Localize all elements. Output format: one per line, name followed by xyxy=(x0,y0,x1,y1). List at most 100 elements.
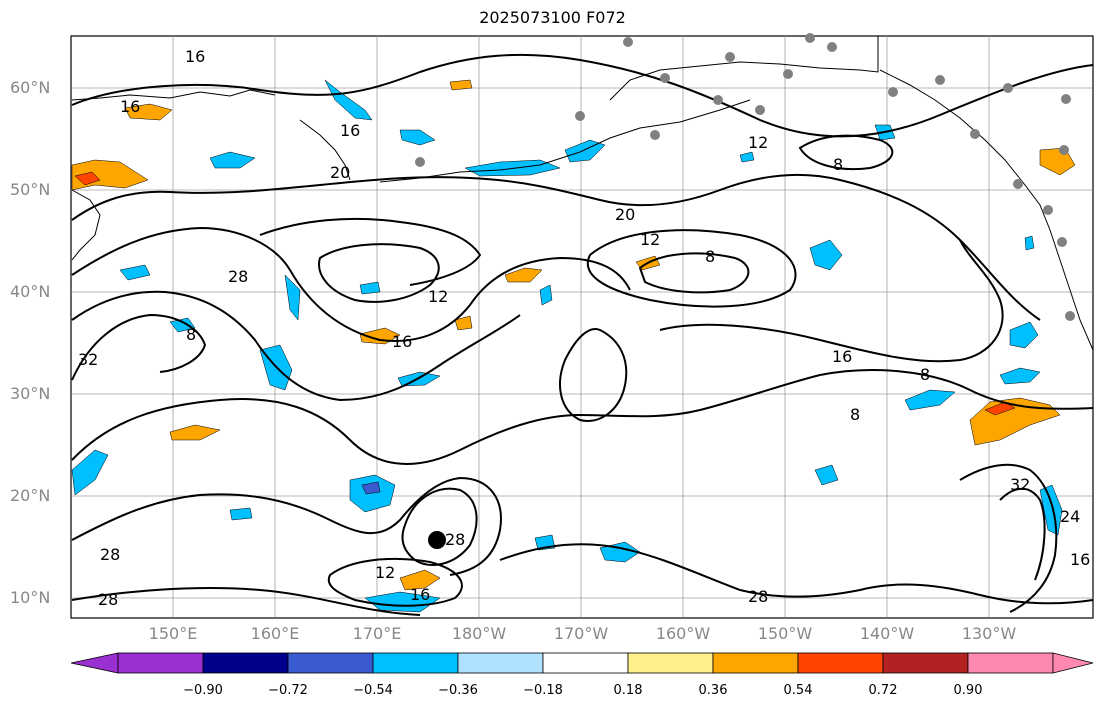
station-marker xyxy=(1043,205,1053,215)
contour-lines xyxy=(71,53,1094,616)
shade-blue-patch xyxy=(229,507,253,521)
colorbar-bin xyxy=(117,652,204,674)
colorbar-tick-label: −0.18 xyxy=(523,683,563,698)
shade-blue-patch xyxy=(999,367,1041,385)
contour-label: 16 xyxy=(185,47,205,66)
shade-blue-patch xyxy=(169,317,196,333)
shade-orange-patch xyxy=(454,315,473,331)
coastline-asia xyxy=(71,89,276,261)
contour-label: 16 xyxy=(832,347,852,366)
shade-blue-patch xyxy=(209,151,256,169)
shade-blue-patch xyxy=(349,474,396,513)
colorbar-bin xyxy=(882,652,969,674)
shade-red-patch xyxy=(74,171,101,186)
plot-frame xyxy=(70,35,1094,619)
colorbar xyxy=(70,652,1094,674)
shade-blue-patch xyxy=(739,151,755,163)
contour-label: 28 xyxy=(445,530,465,549)
station-marker xyxy=(660,73,670,83)
shade-red-patch xyxy=(984,401,1016,416)
shade-blue-patch xyxy=(814,464,839,486)
contour-line xyxy=(71,173,1041,321)
contour-line xyxy=(559,328,628,422)
colorbar-tick-label: 0.54 xyxy=(783,683,813,698)
colorbar-bin xyxy=(797,652,884,674)
colorbar-bin xyxy=(712,652,799,674)
station-marker xyxy=(623,37,633,47)
contour-label: 12 xyxy=(640,230,660,249)
coastline-aleutians xyxy=(379,99,751,183)
station-marker xyxy=(888,87,898,97)
lon-label: 180°W xyxy=(451,624,507,643)
contour-label: 20 xyxy=(615,205,635,224)
lat-label: 50°N xyxy=(10,180,51,199)
colorbar-bin xyxy=(627,652,714,674)
shade-blue-patch xyxy=(399,129,436,146)
lon-label: 150°E xyxy=(148,624,198,643)
contour-line xyxy=(638,252,750,294)
lon-label: 160°E xyxy=(250,624,300,643)
station-marker xyxy=(805,33,815,43)
shade-blue-patch xyxy=(809,239,843,271)
contour-label: 8 xyxy=(186,325,196,344)
station-markers xyxy=(415,33,1075,321)
contour-line xyxy=(401,487,478,566)
contour-line xyxy=(318,243,440,303)
lon-label: 160°W xyxy=(655,624,711,643)
station-marker xyxy=(650,130,660,140)
colorbar-bin xyxy=(457,652,544,674)
colorbar-bin xyxy=(372,652,459,674)
contour-line xyxy=(71,226,631,342)
shade-blue-patch xyxy=(904,389,956,411)
contour-label: 28 xyxy=(98,590,118,609)
shade-orange-patch xyxy=(449,79,473,91)
contour-label: 28 xyxy=(228,267,248,286)
station-marker xyxy=(1059,145,1069,155)
station-marker xyxy=(783,69,793,79)
shade-blue-patch xyxy=(1009,321,1039,349)
contour-label: 16 xyxy=(410,585,430,604)
lat-label: 30°N xyxy=(10,384,51,403)
contour-line xyxy=(259,217,482,286)
contour-label: 20 xyxy=(330,163,350,182)
contour-label: 28 xyxy=(100,545,120,564)
shade-blue-patch xyxy=(1039,484,1063,536)
colorbar-tick-label: 0.18 xyxy=(613,683,643,698)
contour-line xyxy=(659,239,1004,363)
station-marker xyxy=(827,42,837,52)
station-marker xyxy=(575,111,585,121)
contour-label: 16 xyxy=(392,332,412,351)
colorbar-tick-label: −0.90 xyxy=(183,683,223,698)
contour-label: 16 xyxy=(340,121,360,140)
station-marker xyxy=(1065,311,1075,321)
contour-line xyxy=(71,369,1094,465)
station-marker xyxy=(1057,237,1067,247)
shade-blue-patch xyxy=(361,481,381,495)
lat-label: 20°N xyxy=(10,486,51,505)
colorbar-tick-label: 0.36 xyxy=(698,683,728,698)
shade-blue-patch xyxy=(284,274,301,321)
lat-label: 10°N xyxy=(10,588,51,607)
lon-label: 140°W xyxy=(859,624,915,643)
contour-label: 24 xyxy=(1060,507,1080,526)
shade-blue-patch xyxy=(1024,235,1035,251)
station-marker xyxy=(1061,94,1071,104)
lon-label: 130°W xyxy=(961,624,1017,643)
contour-label: 16 xyxy=(120,97,140,116)
contour-line xyxy=(587,229,797,308)
contour-line xyxy=(798,134,894,171)
contour-label: 8 xyxy=(850,405,860,424)
storm-center-marker xyxy=(428,531,446,549)
contour-line xyxy=(71,313,207,381)
station-marker xyxy=(725,52,735,62)
colorbar-bin xyxy=(542,652,629,674)
contour-label: 8 xyxy=(833,155,843,174)
colorbar-tick-label: 0.72 xyxy=(868,683,898,698)
lon-label: 150°W xyxy=(757,624,813,643)
colorbar-bin xyxy=(967,652,1054,674)
shade-blue-patch xyxy=(71,449,109,496)
contour-line xyxy=(959,463,1058,613)
colorbar-max-extend xyxy=(1052,652,1094,674)
colorbar-tick-label: −0.54 xyxy=(353,683,393,698)
